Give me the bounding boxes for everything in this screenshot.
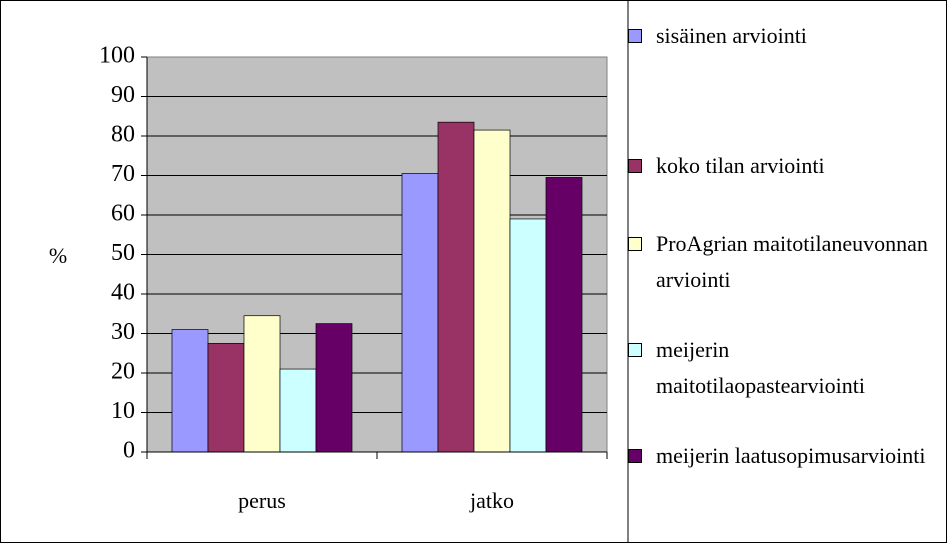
bar — [207, 343, 245, 453]
legend-label: koko tilan arviointi — [656, 153, 825, 178]
y-tick-label: 100 — [99, 43, 135, 69]
legend-item: meijerin maitotilaopastearviointi — [628, 332, 932, 404]
y-tick-label: 40 — [111, 280, 135, 306]
y-tick-label: 20 — [111, 359, 135, 385]
bar — [171, 329, 209, 453]
y-tick-label: 80 — [111, 122, 135, 148]
x-tick-label: jatko — [469, 488, 514, 513]
legend-swatch — [628, 237, 642, 251]
legend-item: meijerin laatusopimusarviointi — [628, 438, 932, 474]
y-tick-label: 30 — [111, 319, 135, 345]
legend-swatch — [628, 449, 642, 463]
y-tick-label: 0 — [123, 438, 135, 464]
legend-label: sisäinen arviointi — [656, 23, 807, 48]
y-tick-label: 90 — [111, 82, 135, 108]
bar — [401, 173, 439, 453]
legend-swatch — [628, 159, 642, 173]
bar — [315, 323, 353, 453]
y-tick-label: 60 — [111, 201, 135, 227]
y-tick-label: 50 — [111, 240, 135, 266]
bar — [473, 129, 511, 453]
y-tick-label: 70 — [111, 161, 135, 187]
y-axis-label: % — [49, 243, 67, 268]
bar — [243, 315, 281, 453]
legend-swatch — [628, 29, 642, 43]
bar — [509, 218, 547, 453]
bar — [437, 121, 475, 453]
bar — [545, 177, 583, 453]
legend-label: meijerin laatusopimusarviointi — [656, 443, 926, 468]
legend-item: ProAgrian maitotilaneuvonnan arviointi — [628, 226, 932, 298]
y-tick-label: 10 — [111, 398, 135, 424]
legend-swatch — [628, 343, 642, 357]
legend-item: sisäinen arviointi — [628, 18, 932, 54]
legend-item: koko tilan arviointi — [628, 148, 932, 184]
x-tick-label: perus — [238, 488, 286, 513]
legend-label: meijerin maitotilaopastearviointi — [656, 337, 865, 398]
legend-label: ProAgrian maitotilaneuvonnan arviointi — [656, 231, 928, 292]
bar — [279, 368, 317, 453]
